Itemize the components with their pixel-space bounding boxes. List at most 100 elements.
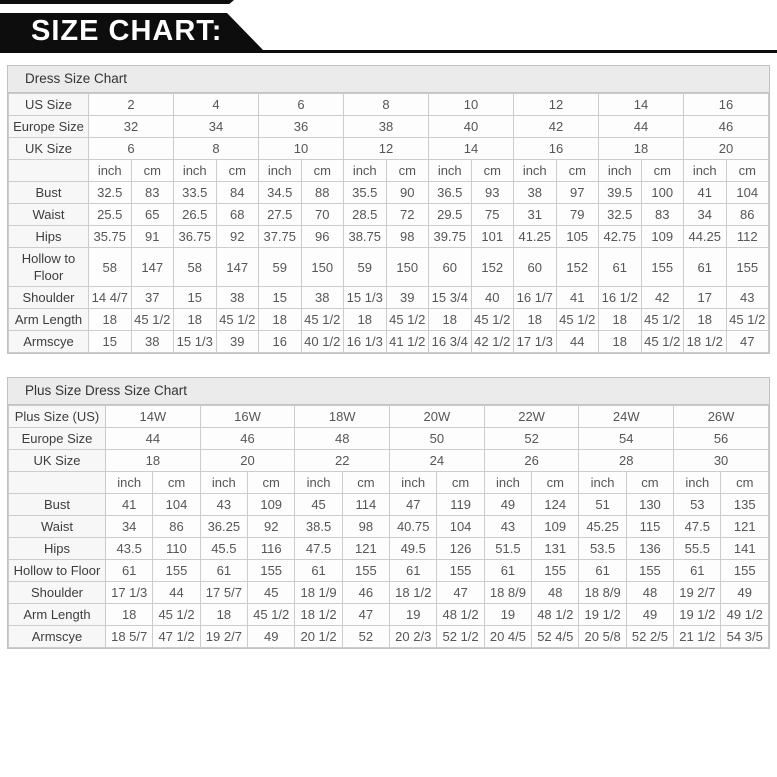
measurement-value-cell: 72 [385, 203, 429, 226]
unit-header-cell: cm [341, 471, 391, 494]
size-value-cell: 8 [343, 93, 429, 116]
size-value-cell: 34 [173, 115, 259, 138]
plus-size-dress-size-chart: Plus Size Dress Size Chart Plus Size (US… [7, 377, 770, 649]
size-value-cell: 20W [389, 405, 485, 428]
measurement-value-cell: 18 8/9 [578, 581, 627, 604]
measurement-value-cell: 88 [300, 181, 344, 204]
measurement-value-cell: 47 [389, 493, 438, 516]
unit-header-row: inch cm inch cm inch cm inch cm inch cm inch cm inch… [8, 159, 769, 182]
measurement-value-cell: 51.5 [483, 537, 533, 560]
measurement-value-cell: 59 [258, 247, 302, 287]
measurement-value-cell: 42.75 [598, 225, 642, 248]
row-label: Shoulder [8, 286, 89, 309]
row-label: Bust [8, 181, 89, 204]
measurement-value-cell: 19 [389, 603, 438, 626]
unit-header-cell: cm [436, 471, 485, 494]
row-label-empty [8, 159, 89, 182]
row-label: Waist [8, 203, 89, 226]
measurement-value-cell: 58 [88, 247, 132, 287]
measurement-value-cell: 49 [625, 603, 675, 626]
size-value-cell: 6 [88, 137, 174, 160]
size-value-cell: 12 [513, 93, 599, 116]
measurement-value-cell: 61 [598, 247, 642, 287]
measurement-value-cell: 49.5 [389, 537, 438, 560]
measurement-value-cell: 83 [130, 181, 174, 204]
unit-header-cell: inch [199, 471, 249, 494]
size-value-cell: 16 [513, 137, 599, 160]
chart-title: Plus Size Dress Size Chart [8, 378, 769, 405]
size-value-cell: 6 [258, 93, 344, 116]
measurement-value-cell: 18 [683, 308, 727, 331]
unit-header-cell: cm [152, 471, 201, 494]
measurement-value-cell: 35.75 [88, 225, 132, 248]
measurement-value-cell: 58 [173, 247, 217, 287]
measurement-value-cell: 18 1/9 [294, 581, 343, 604]
measurement-value-cell: 100 [640, 181, 684, 204]
measurement-value-cell: 39.75 [428, 225, 472, 248]
measurement-value-cell: 25.5 [88, 203, 132, 226]
measurement-value-cell: 90 [385, 181, 429, 204]
measurement-value-cell: 52 1/2 [436, 625, 485, 648]
measurement-row: Bust 32.5 83 33.5 84 34.5 88 35.5 90 36.5 93 38 97 39… [8, 181, 769, 204]
row-label: UK Size [8, 137, 89, 160]
unit-header-cell: cm [470, 159, 514, 182]
measurement-value-cell: 112 [725, 225, 769, 248]
unit-header-cell: inch [513, 159, 557, 182]
measurement-value-cell: 15 [173, 286, 217, 309]
measurement-value-cell: 155 [247, 559, 296, 582]
measurement-value-cell: 39 [215, 330, 259, 353]
measurement-value-cell: 21 1/2 [673, 625, 722, 648]
row-label: Plus Size (US) [8, 405, 106, 428]
unit-header-cell: cm [640, 159, 684, 182]
measurement-value-cell: 19 1/2 [673, 603, 722, 626]
measurement-value-cell: 124 [531, 493, 580, 516]
size-value-cell: 44 [598, 115, 684, 138]
measurement-value-cell: 155 [436, 559, 485, 582]
measurement-value-cell: 70 [300, 203, 344, 226]
measurement-value-cell: 141 [720, 537, 769, 560]
measurement-value-cell: 150 [300, 247, 344, 287]
unit-header-cell: inch [88, 159, 132, 182]
measurement-value-cell: 19 1/2 [578, 603, 627, 626]
measurement-value-cell: 61 [389, 559, 438, 582]
measurement-value-cell: 34 [104, 515, 154, 538]
measurement-value-cell: 40 1/2 [300, 330, 344, 353]
measurement-row: Waist 25.5 65 26.5 68 27.5 70 28.5 72 29.5 75 31 79 3… [8, 203, 769, 226]
measurement-row: Shoulder 14 4/7 37 15 38 15 38 15 1/3 39 15 3/4 40… [8, 286, 769, 309]
measurement-value-cell: 93 [470, 181, 514, 204]
measurement-value-cell: 55.5 [673, 537, 722, 560]
row-label: Hollow to Floor [8, 559, 106, 582]
measurement-row: Hollow to Floor 61 155 61 155 61 155 61 155 61 155… [8, 559, 769, 582]
plus-size-dress-size-table: Plus Size (US) 14W 16W 18W 20W 22W 24W 26W Europ… [8, 405, 769, 648]
size-row: Europe Size 44 46 48 50 52 54 56 [8, 427, 769, 450]
size-row: UK Size 6 8 10 12 14 16 18 20 [8, 137, 769, 160]
row-label: Armscye [8, 330, 89, 353]
measurement-value-cell: 20 4/5 [483, 625, 533, 648]
measurement-value-cell: 45 1/2 [640, 330, 684, 353]
unit-header-cell: inch [673, 471, 722, 494]
measurement-value-cell: 18 [88, 308, 132, 331]
measurement-value-cell: 45.5 [199, 537, 249, 560]
measurement-value-cell: 109 [247, 493, 296, 516]
row-label: Bust [8, 493, 106, 516]
measurement-row: Armscye 15 38 15 1/3 39 16 40 1/2 16 1/3 41 1/2 1… [8, 330, 769, 353]
measurement-value-cell: 45 [294, 493, 343, 516]
measurement-value-cell: 43 [483, 515, 533, 538]
unit-header-cell: cm [385, 159, 429, 182]
size-value-cell: 48 [294, 427, 391, 450]
measurement-value-cell: 135 [720, 493, 769, 516]
measurement-value-cell: 18 1/2 [683, 330, 727, 353]
size-value-cell: 44 [105, 427, 201, 450]
measurement-value-cell: 17 5/7 [199, 581, 249, 604]
unit-header-cell: inch [483, 471, 533, 494]
measurement-value-cell: 15 3/4 [428, 286, 472, 309]
measurement-value-cell: 15 1/3 [343, 286, 387, 309]
measurement-value-cell: 42 1/2 [470, 330, 514, 353]
measurement-value-cell: 36.5 [428, 181, 472, 204]
measurement-value-cell: 41 [555, 286, 599, 309]
measurement-value-cell: 18 [513, 308, 557, 331]
measurement-value-cell: 18 [104, 603, 154, 626]
unit-header-cell: inch [598, 159, 642, 182]
measurement-value-cell: 116 [247, 537, 296, 560]
size-value-cell: 46 [199, 427, 296, 450]
